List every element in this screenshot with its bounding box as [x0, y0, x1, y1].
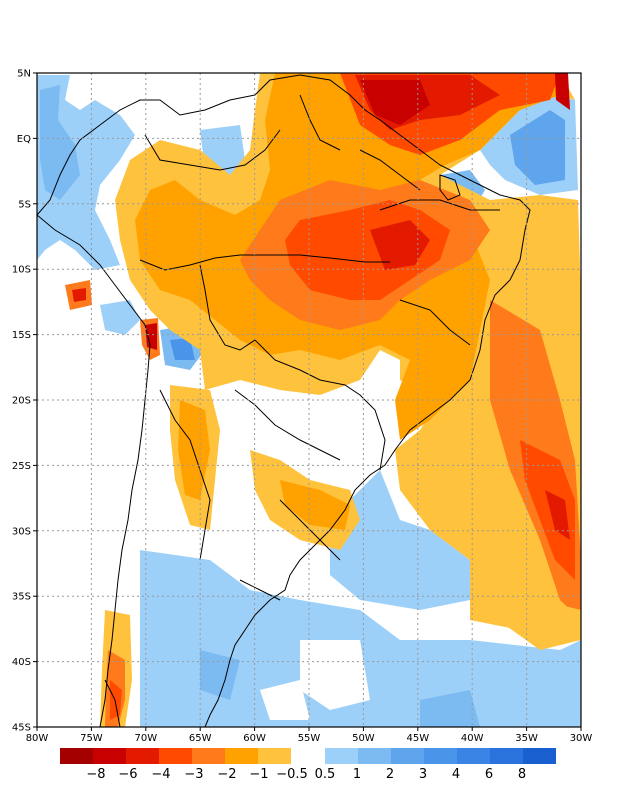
colorbar-swatch-negative [258, 748, 291, 764]
lat-tick-label: 35S [12, 592, 31, 603]
colorbar-label: −2 [217, 767, 236, 782]
colorbar-label: 0.5 [315, 767, 336, 782]
colorbar-label: 1 [353, 767, 361, 782]
latitude-axis: 5N EQ 5S 10S 15S 20S 25S 30S 35S 40S 45S [12, 69, 37, 734]
colorbar: −8 −6 −4 −3 −2 −1 −0.5 0.5 1 2 3 4 6 8 [60, 748, 556, 782]
lon-tick-label: 40W [461, 733, 484, 744]
colorbar-label: −8 [86, 767, 105, 782]
longitude-axis: 80W 75W 70W 65W 60W 55W 50W 45W 40W 35W 30W [26, 727, 593, 744]
colorbar-swatch-negative [225, 748, 258, 764]
lon-tick-label: 60W [243, 733, 266, 744]
colorbar-swatch-negative [93, 748, 126, 764]
negative-anomaly-areas [65, 73, 581, 727]
map-field [37, 73, 581, 727]
lon-tick-label: 65W [189, 733, 212, 744]
colorbar-label: −6 [118, 767, 137, 782]
lat-tick-label: 10S [12, 265, 31, 276]
colorbar-label: 2 [386, 767, 394, 782]
colorbar-swatch-negative [192, 748, 225, 764]
lat-tick-label: 5N [17, 69, 31, 80]
lon-tick-label: 35W [515, 733, 538, 744]
lon-tick-label: 80W [26, 733, 49, 744]
lon-tick-label: 30W [570, 733, 593, 744]
colorbar-label: 3 [419, 767, 427, 782]
colorbar-label: −1 [249, 767, 268, 782]
lat-tick-label: 40S [12, 657, 31, 668]
colorbar-swatch-negative [60, 748, 93, 764]
colorbar-swatch-positive [523, 748, 556, 764]
colorbar-label: 4 [452, 767, 460, 782]
colorbar-swatch-positive [457, 748, 490, 764]
coastlines [37, 74, 531, 727]
colorbar-swatch-positive [490, 748, 523, 764]
colorbar-swatch-positive [358, 748, 391, 764]
colorbar-swatch-negative [159, 748, 192, 764]
lat-tick-label: 5S [18, 199, 31, 210]
lat-tick-label: EQ [17, 134, 31, 145]
colorbar-label: −3 [184, 767, 203, 782]
lon-tick-label: 70W [134, 733, 157, 744]
lat-tick-label: 30S [12, 526, 31, 537]
lon-tick-label: 75W [80, 733, 103, 744]
lat-tick-label: 20S [12, 396, 31, 407]
lat-tick-label: 25S [12, 461, 31, 472]
lat-tick-label: 15S [12, 330, 31, 341]
colorbar-label: −0.5 [276, 767, 308, 782]
lon-tick-label: 45W [406, 733, 429, 744]
colorbar-label: −4 [151, 767, 170, 782]
colorbar-swatch-positive [325, 748, 358, 764]
lon-tick-label: 55W [298, 733, 321, 744]
colorbar-swatch-positive [391, 748, 424, 764]
lat-tick-label: 45S [12, 723, 31, 734]
colorbar-label: 8 [518, 767, 526, 782]
grid-lines [37, 73, 581, 727]
lon-tick-label: 50W [352, 733, 375, 744]
colorbar-label: 6 [485, 767, 493, 782]
colorbar-swatch-positive [424, 748, 457, 764]
colorbar-swatch-negative [126, 748, 159, 764]
